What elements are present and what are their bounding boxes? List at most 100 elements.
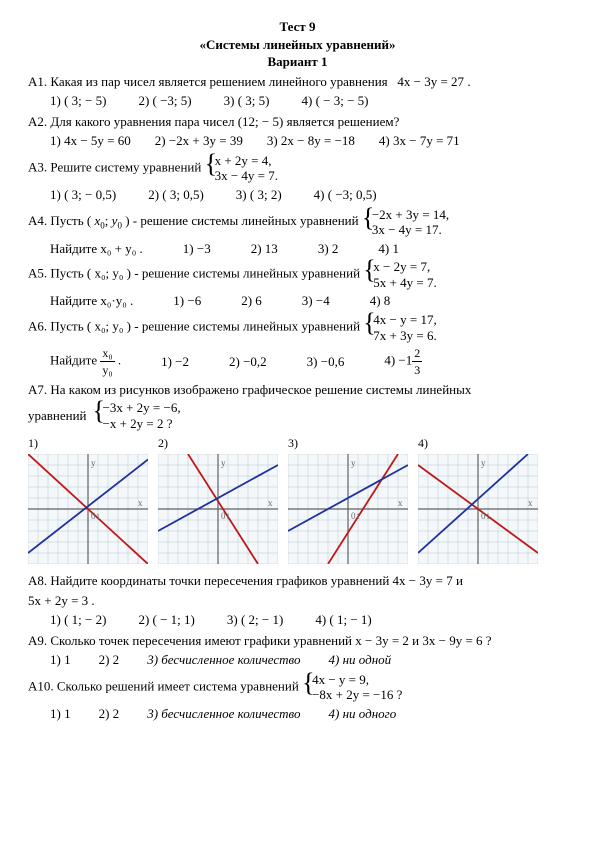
chart-label-3: 3) <box>288 435 408 451</box>
a10-sys2: −8x + 2y = −16 ? <box>312 687 402 703</box>
a1-options: 1) ( 3; − 5) 2) ( −3; 5) 3) ( 3; 5) 4) (… <box>50 92 567 110</box>
a6-opt4-pre: 4) −1 <box>384 353 412 368</box>
a6-find-label: Найдите <box>50 353 100 368</box>
a7-system: −3x + 2y = −6, −x + 2y = 2 ? <box>93 400 181 431</box>
a6-opt4-n: 2 <box>412 345 422 362</box>
question-a3: А3. Решите систему уравнений x + 2y = 4,… <box>28 153 567 184</box>
a9-opt3: 3) бесчисленное количество <box>147 651 300 669</box>
a4-sys1: −2x + 3y = 14, <box>372 207 449 223</box>
chart-1: 1)yx01 <box>28 435 148 568</box>
a6-frac: x₀ y₀ <box>100 345 114 378</box>
a7-line2: уравнений −3x + 2y = −6, −x + 2y = 2 ? <box>28 400 567 431</box>
a5-system: x − 2y = 7, 5x + 4y = 7. <box>363 259 436 290</box>
a2-opt4: 4) 3x − 7y = 71 <box>379 132 460 150</box>
chart-label-4: 4) <box>418 435 538 451</box>
a7-text2: уравнений <box>28 407 87 425</box>
a4-sys2: 3x − 4y = 17. <box>372 222 449 238</box>
chart-3: 3)yx01 <box>288 435 408 568</box>
a10-opt3: 3) бесчисленное количество <box>147 705 300 723</box>
chart-label-2: 2) <box>158 435 278 451</box>
a4-opt4: 4) 1 <box>378 240 399 258</box>
a6-frac-d: y₀ <box>100 362 114 378</box>
svg-text:x: x <box>138 498 143 508</box>
a10-text: А10. Сколько решений имеет система уравн… <box>28 678 299 693</box>
svg-text:1: 1 <box>96 512 100 521</box>
a8-opt4: 4) ( 1; − 1) <box>315 611 371 629</box>
a9-options: 1) 1 2) 2 3) бесчисленное количество 4) … <box>50 651 567 669</box>
svg-text:x: x <box>398 498 403 508</box>
a4-system: −2x + 3y = 14, 3x − 4y = 17. <box>362 207 449 238</box>
a5-opt1: 1) −6 <box>173 292 201 310</box>
a10-opt2: 2) 2 <box>99 705 120 723</box>
question-a5: А5. Пусть ( x₀; y₀ ) - решение системы л… <box>28 259 567 290</box>
a9-opt1: 1) 1 <box>50 651 71 669</box>
a10-options: 1) 1 2) 2 3) бесчисленное количество 4) … <box>50 705 567 723</box>
svg-text:x: x <box>528 498 533 508</box>
question-a10: А10. Сколько решений имеет система уравн… <box>28 672 567 703</box>
a6-opt4: 4) −123 <box>384 345 422 378</box>
a1-opt3: 3) ( 3; 5) <box>224 92 270 110</box>
a8-opt2: 2) ( − 1; 1) <box>138 611 194 629</box>
question-a1: А1. Какая из пар чисел является решением… <box>28 73 567 91</box>
chart-label-1: 1) <box>28 435 148 451</box>
question-a8: А8. Найдите координаты точки пересечения… <box>28 572 567 590</box>
a5-opt2: 2) 6 <box>241 292 262 310</box>
a10-opt4: 4) ни одного <box>329 705 397 723</box>
a8-opt1: 1) ( 1; − 2) <box>50 611 106 629</box>
svg-text:x: x <box>268 498 273 508</box>
a4-opt3: 3) 2 <box>318 240 339 258</box>
question-a7: А7. На каком из рисунков изображено граф… <box>28 381 567 399</box>
svg-text:y: y <box>481 458 486 468</box>
a1-text: А1. Какая из пар чисел является решением… <box>28 74 388 89</box>
a5-sys2: 5x + 4y = 7. <box>373 275 436 291</box>
a6-opt4-frac: 23 <box>412 345 422 378</box>
a2-opt3: 3) 2x − 8y = −18 <box>267 132 355 150</box>
a4-text: А4. Пусть ( x0; y0 ) - решение системы л… <box>28 213 359 228</box>
a6-opt3: 3) −0,6 <box>307 353 345 371</box>
subtitle: «Системы линейных уравнений» <box>28 36 567 54</box>
a6-opt2: 2) −0,2 <box>229 353 267 371</box>
svg-text:y: y <box>351 458 356 468</box>
svg-text:1: 1 <box>486 512 490 521</box>
a4-find: Найдите x₀ + y₀ . <box>50 240 143 258</box>
a3-opt3: 3) ( 3; 2) <box>236 186 282 204</box>
a5-row: Найдите x₀·y₀ . 1) −6 2) 6 3) −4 4) 8 <box>50 292 567 310</box>
a3-opt2: 2) ( 3; 0,5) <box>148 186 204 204</box>
chart-2: 2)yx01 <box>158 435 278 568</box>
a3-options: 1) ( 3; − 0,5) 2) ( 3; 0,5) 3) ( 3; 2) 4… <box>50 186 567 204</box>
a3-system: x + 2y = 4, 3x − 4y = 7. <box>205 153 278 184</box>
a6-opt1: 1) −2 <box>161 353 189 371</box>
a2-opt2: 2) −2x + 3y = 39 <box>155 132 243 150</box>
a6-opt4-d: 3 <box>412 362 422 378</box>
a6-system: 4x − y = 17, 7x + 3y = 6. <box>363 312 436 343</box>
a10-opt1: 1) 1 <box>50 705 71 723</box>
question-a2: А2. Для какого уравнения пара чисел (12;… <box>28 113 567 131</box>
a5-text: А5. Пусть ( x₀; y₀ ) - решение системы л… <box>28 266 360 281</box>
a7-sys2: −x + 2y = 2 ? <box>103 416 181 432</box>
question-a9: А9. Сколько точек пересечения имеют граф… <box>28 632 567 650</box>
a3-text: А3. Решите систему уравнений <box>28 159 201 174</box>
svg-text:1: 1 <box>226 512 230 521</box>
svg-text:y: y <box>221 458 226 468</box>
a3-sys2: 3x − 4y = 7. <box>215 168 278 184</box>
a10-system: 4x − y = 9, −8x + 2y = −16 ? <box>302 672 402 703</box>
a1-opt2: 2) ( −3; 5) <box>138 92 191 110</box>
a7-charts: 1)yx012)yx013)yx014)yx01 <box>28 435 567 568</box>
a2-opt1: 1) 4x − 5y = 60 <box>50 132 131 150</box>
a1-eq: 4x − 3y = 27 <box>397 74 464 89</box>
a10-sys1: 4x − y = 9, <box>312 672 402 688</box>
a7-sys1: −3x + 2y = −6, <box>103 400 181 416</box>
a2-options: 1) 4x − 5y = 60 2) −2x + 3y = 39 3) 2x −… <box>50 132 567 150</box>
a3-sys1: x + 2y = 4, <box>215 153 278 169</box>
title: Тест 9 <box>28 18 567 36</box>
a8-opt3: 3) ( 2; − 1) <box>227 611 283 629</box>
a4-opt2: 2) 13 <box>251 240 278 258</box>
a6-frac-n: x₀ <box>100 345 114 362</box>
a9-opt2: 2) 2 <box>99 651 120 669</box>
a8-text2: 5x + 2y = 3 . <box>28 592 567 610</box>
a6-sys1: 4x − y = 17, <box>373 312 436 328</box>
svg-text:y: y <box>91 458 96 468</box>
a1-opt1: 1) ( 3; − 5) <box>50 92 106 110</box>
a5-sys1: x − 2y = 7, <box>373 259 436 275</box>
a5-find: Найдите x₀·y₀ . <box>50 292 133 310</box>
